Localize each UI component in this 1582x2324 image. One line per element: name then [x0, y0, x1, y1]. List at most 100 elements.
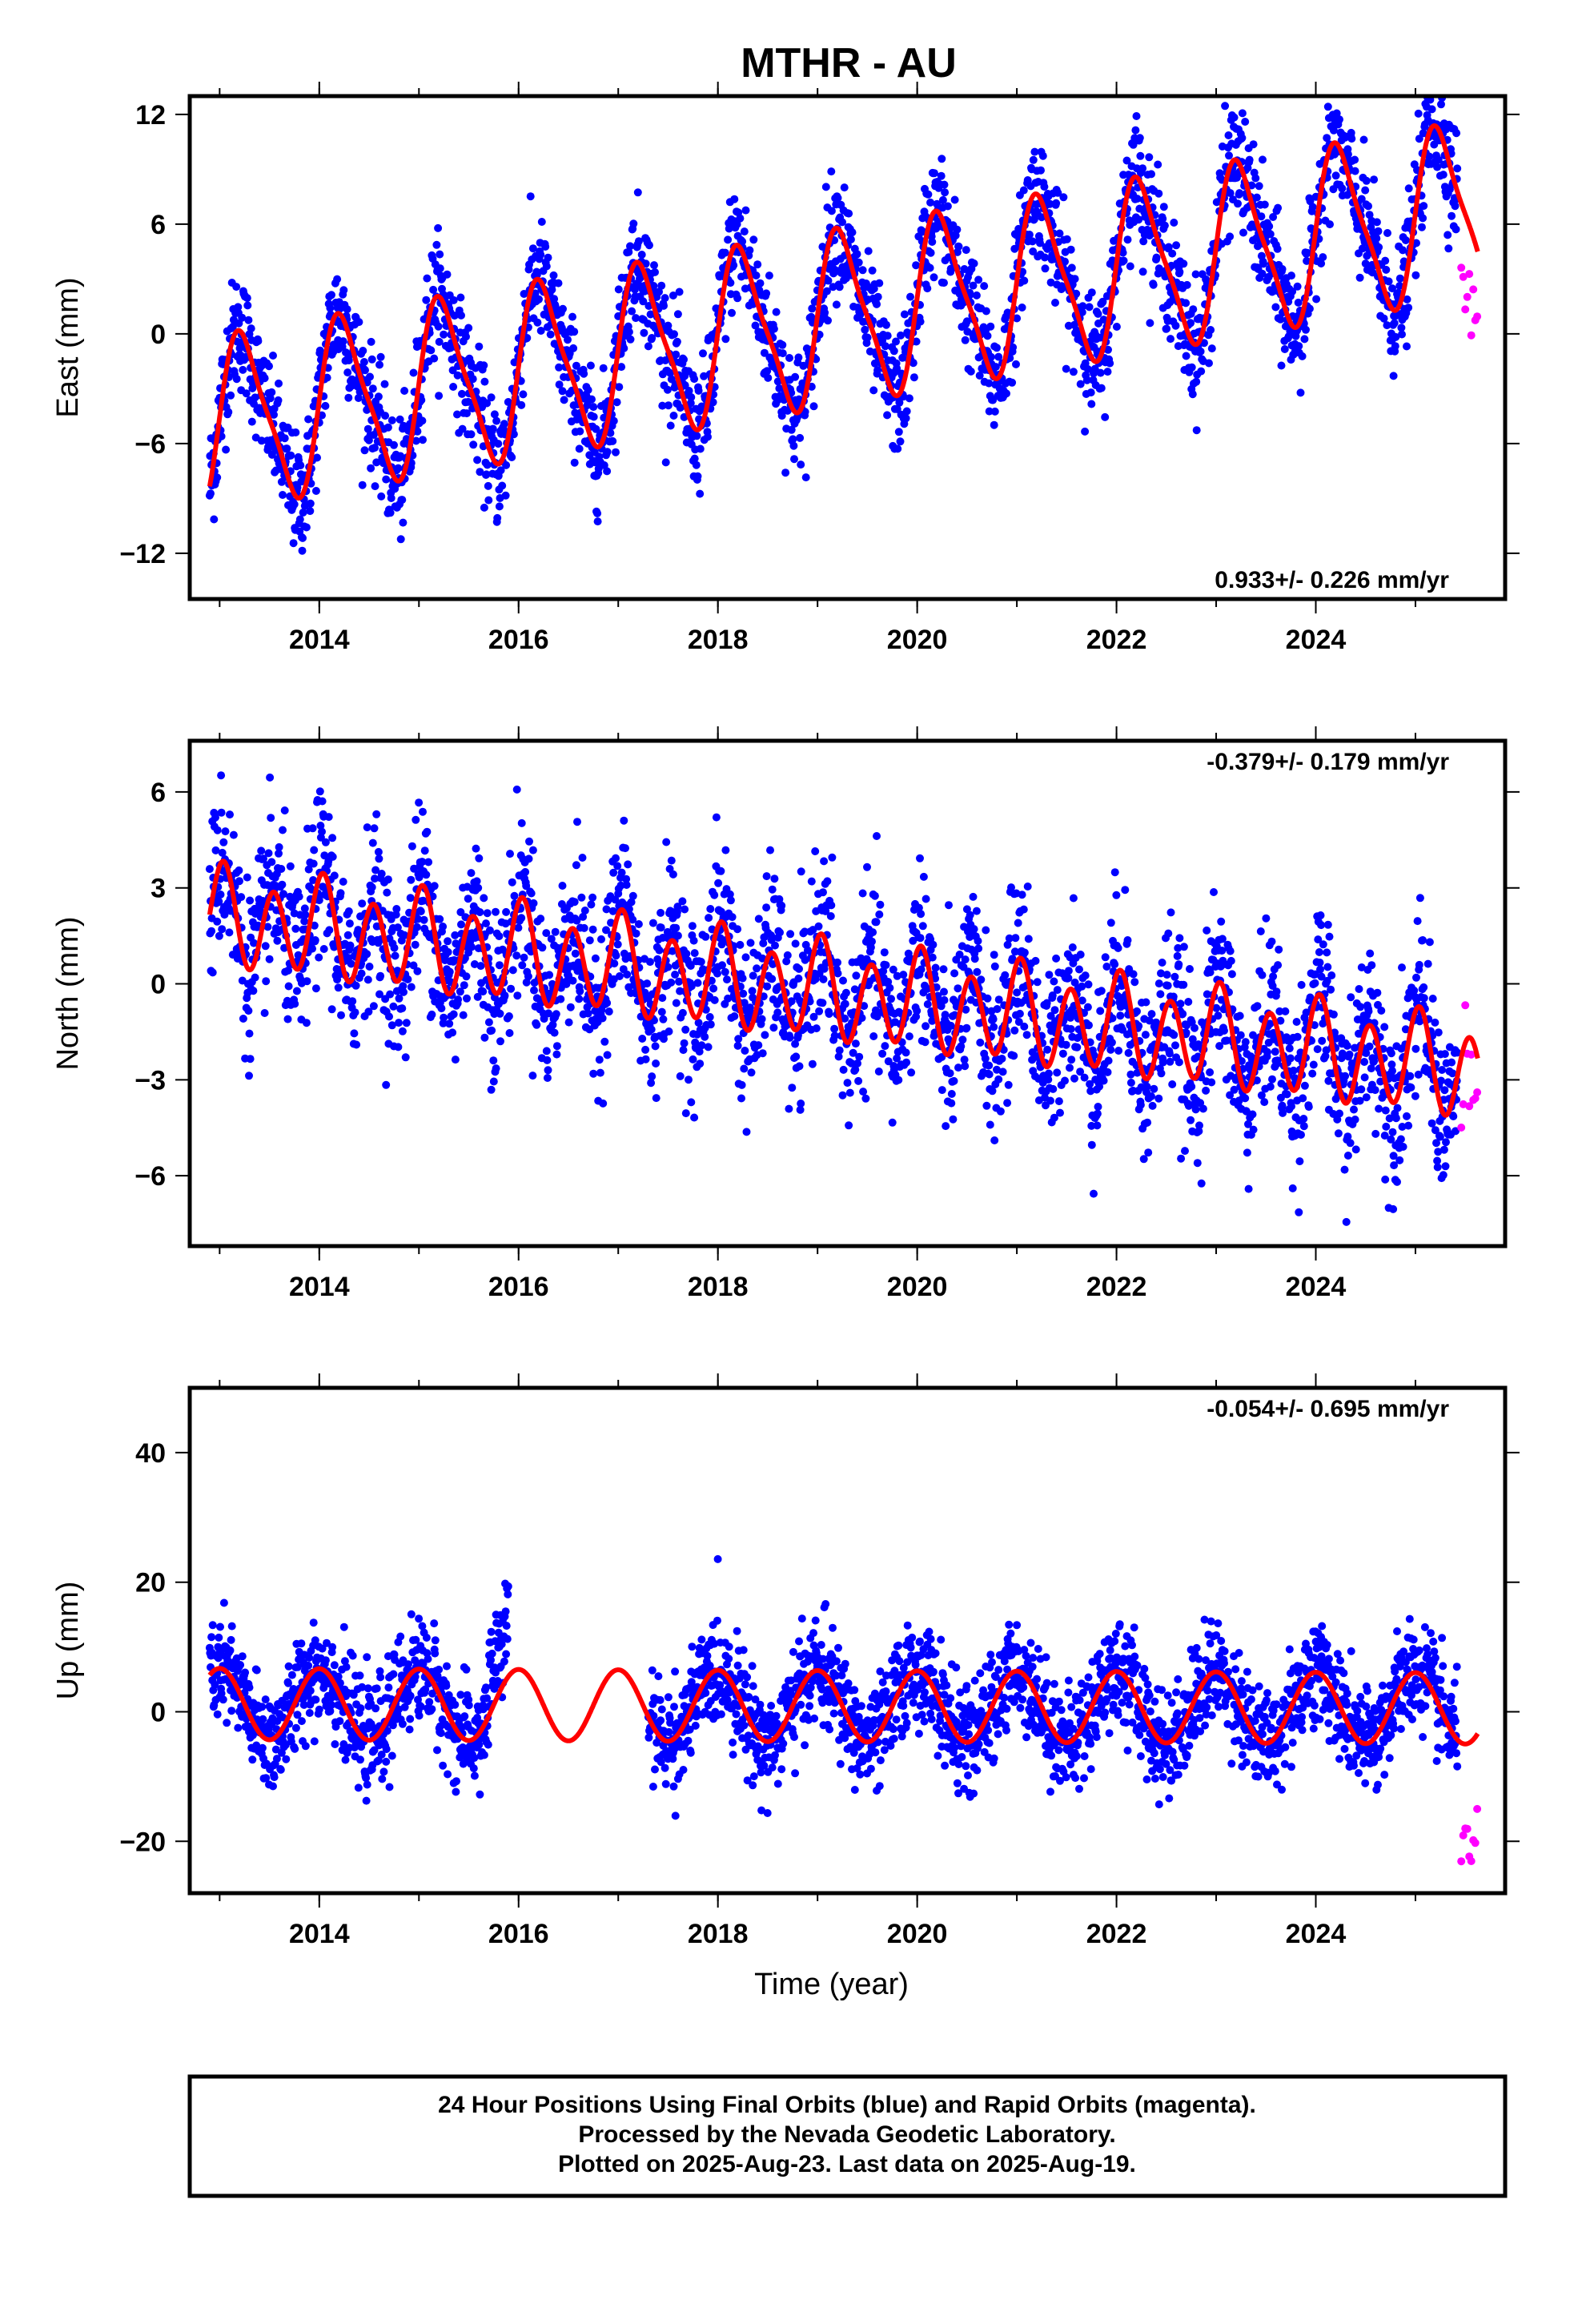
data-point [467, 869, 476, 878]
data-point [496, 1037, 504, 1046]
data-point [827, 901, 836, 910]
data-point [367, 337, 375, 346]
data-point [265, 955, 274, 963]
data-point [1447, 211, 1456, 220]
data-point [618, 898, 627, 907]
data-point [1146, 319, 1154, 328]
data-point [986, 1120, 994, 1129]
data-point [1224, 131, 1233, 139]
data-point [669, 292, 677, 300]
data-point [990, 962, 999, 971]
data-point [1005, 934, 1014, 943]
data-point [1439, 171, 1447, 179]
data-point [620, 816, 628, 825]
data-point [622, 881, 631, 889]
data-point [315, 953, 323, 962]
data-point [311, 487, 320, 495]
data-point [938, 195, 947, 204]
data-point [1073, 1043, 1082, 1051]
data-point [1171, 321, 1180, 330]
data-point [723, 975, 731, 984]
data-point [841, 1014, 849, 1023]
scatter-points [205, 771, 1482, 1226]
data-point [483, 399, 492, 408]
data-point [536, 251, 545, 259]
data-point [1207, 344, 1216, 353]
data-point [603, 448, 612, 456]
data-point [244, 316, 253, 324]
data-point [975, 372, 984, 380]
data-point [1046, 278, 1055, 287]
data-point [382, 1080, 391, 1089]
data-point [651, 1042, 660, 1051]
data-point [789, 435, 797, 444]
data-point [375, 990, 383, 999]
data-point [1038, 213, 1046, 222]
data-point [347, 959, 355, 968]
data-point [776, 928, 784, 937]
data-point [983, 332, 992, 340]
data-point [740, 999, 749, 1007]
data-point [938, 155, 946, 163]
data-point [733, 1041, 742, 1050]
data-point [974, 944, 983, 953]
data-point [685, 1076, 693, 1084]
data-point [1012, 360, 1020, 368]
data-point [685, 387, 693, 395]
data-point [811, 847, 820, 855]
data-point [950, 969, 959, 978]
data-point [637, 251, 646, 259]
data-point [530, 986, 538, 995]
data-point [1172, 241, 1181, 250]
data-point [714, 879, 723, 887]
data-point [893, 971, 901, 980]
data-point [1087, 400, 1096, 408]
data-point [1160, 221, 1169, 230]
data-point [1020, 948, 1029, 957]
data-point [542, 1047, 551, 1055]
data-point [592, 424, 600, 433]
data-point [1010, 947, 1019, 956]
data-point [787, 997, 796, 1006]
data-point [930, 169, 938, 178]
data-point [310, 846, 319, 854]
data-point [748, 987, 757, 995]
data-point [542, 929, 551, 938]
data-point [367, 355, 376, 364]
data-point [1414, 109, 1423, 118]
data-point [1265, 222, 1274, 231]
data-point [437, 1004, 446, 1013]
data-point [533, 318, 542, 327]
data-point [700, 372, 709, 380]
data-point [624, 905, 633, 914]
data-point [1001, 971, 1010, 979]
data-point [757, 1015, 766, 1023]
data-point [692, 460, 701, 469]
data-point [874, 1068, 883, 1076]
data-point [536, 915, 545, 923]
data-point [972, 291, 981, 300]
data-point [345, 919, 354, 928]
data-point [632, 314, 640, 323]
data-point [940, 995, 949, 1004]
data-point [495, 932, 504, 940]
data-point [1076, 1068, 1085, 1076]
data-point [1070, 1074, 1078, 1083]
data-point [641, 1045, 650, 1054]
data-point [389, 1002, 398, 1011]
data-point [857, 1014, 866, 1023]
data-point [940, 180, 949, 189]
data-point [420, 915, 428, 924]
data-point [835, 1046, 844, 1055]
data-point [981, 1054, 990, 1063]
data-point [411, 940, 420, 949]
data-point [612, 398, 621, 407]
data-point [797, 867, 805, 876]
data-point [761, 1031, 769, 1039]
data-point [1323, 103, 1332, 111]
data-point [697, 958, 705, 966]
data-point [673, 931, 682, 940]
data-point [969, 892, 978, 901]
data-point [266, 773, 275, 782]
data-point [456, 293, 465, 302]
